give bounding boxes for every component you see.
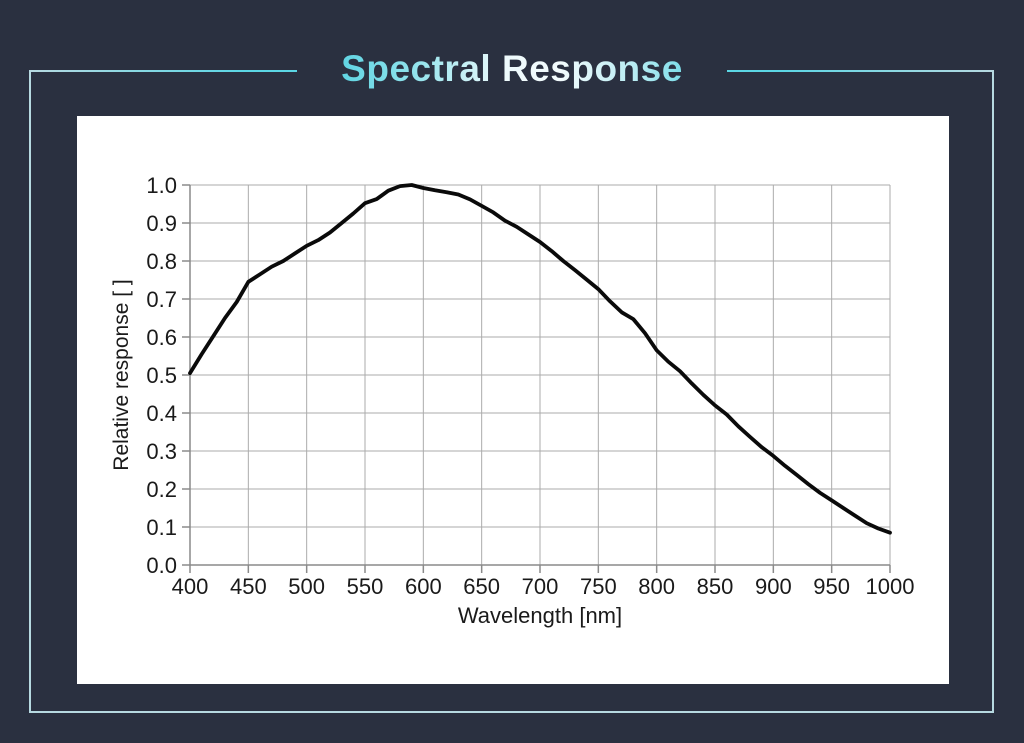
svg-text:500: 500	[288, 574, 325, 599]
svg-text:1.0: 1.0	[146, 173, 177, 198]
svg-text:600: 600	[405, 574, 442, 599]
svg-text:900: 900	[755, 574, 792, 599]
x-axis-title: Wavelength [nm]	[458, 603, 622, 628]
svg-text:0.6: 0.6	[146, 325, 177, 350]
svg-text:650: 650	[463, 574, 500, 599]
svg-text:0.3: 0.3	[146, 439, 177, 464]
svg-text:0.4: 0.4	[146, 401, 177, 426]
gridlines	[189, 184, 891, 566]
y-tick-labels: 0.0 0.1 0.2 0.3 0.4 0.5 0.6 0.7 0.8 0.9 1.0	[146, 173, 177, 578]
svg-text:750: 750	[580, 574, 617, 599]
svg-text:400: 400	[172, 574, 209, 599]
spectral-response-line-chart: 400 450 500 550 600 650 700 750 800 850 900 950 1000…	[110, 173, 915, 628]
tick-marks	[182, 184, 891, 573]
svg-text:0.9: 0.9	[146, 211, 177, 236]
spectral-response-curve	[188, 183, 892, 535]
svg-text:550: 550	[347, 574, 384, 599]
y-axis-title: Relative response [ ]	[110, 279, 133, 470]
svg-text:450: 450	[230, 574, 267, 599]
page-title: Spectral Response	[313, 44, 711, 94]
chart-panel: 400 450 500 550 600 650 700 750 800 850 900 950 1000…	[77, 116, 949, 684]
svg-text:850: 850	[697, 574, 734, 599]
svg-text:800: 800	[638, 574, 675, 599]
svg-text:0.1: 0.1	[146, 515, 177, 540]
svg-text:950: 950	[813, 574, 850, 599]
x-tick-labels: 400 450 500 550 600 650 700 750 800 850 900 950 1000	[172, 574, 915, 599]
svg-text:0.0: 0.0	[146, 553, 177, 578]
svg-text:0.2: 0.2	[146, 477, 177, 502]
svg-text:0.8: 0.8	[146, 249, 177, 274]
svg-text:0.7: 0.7	[146, 287, 177, 312]
svg-text:1000: 1000	[866, 574, 915, 599]
title-background-pad	[297, 60, 727, 82]
svg-text:0.5: 0.5	[146, 363, 177, 388]
svg-text:700: 700	[522, 574, 559, 599]
